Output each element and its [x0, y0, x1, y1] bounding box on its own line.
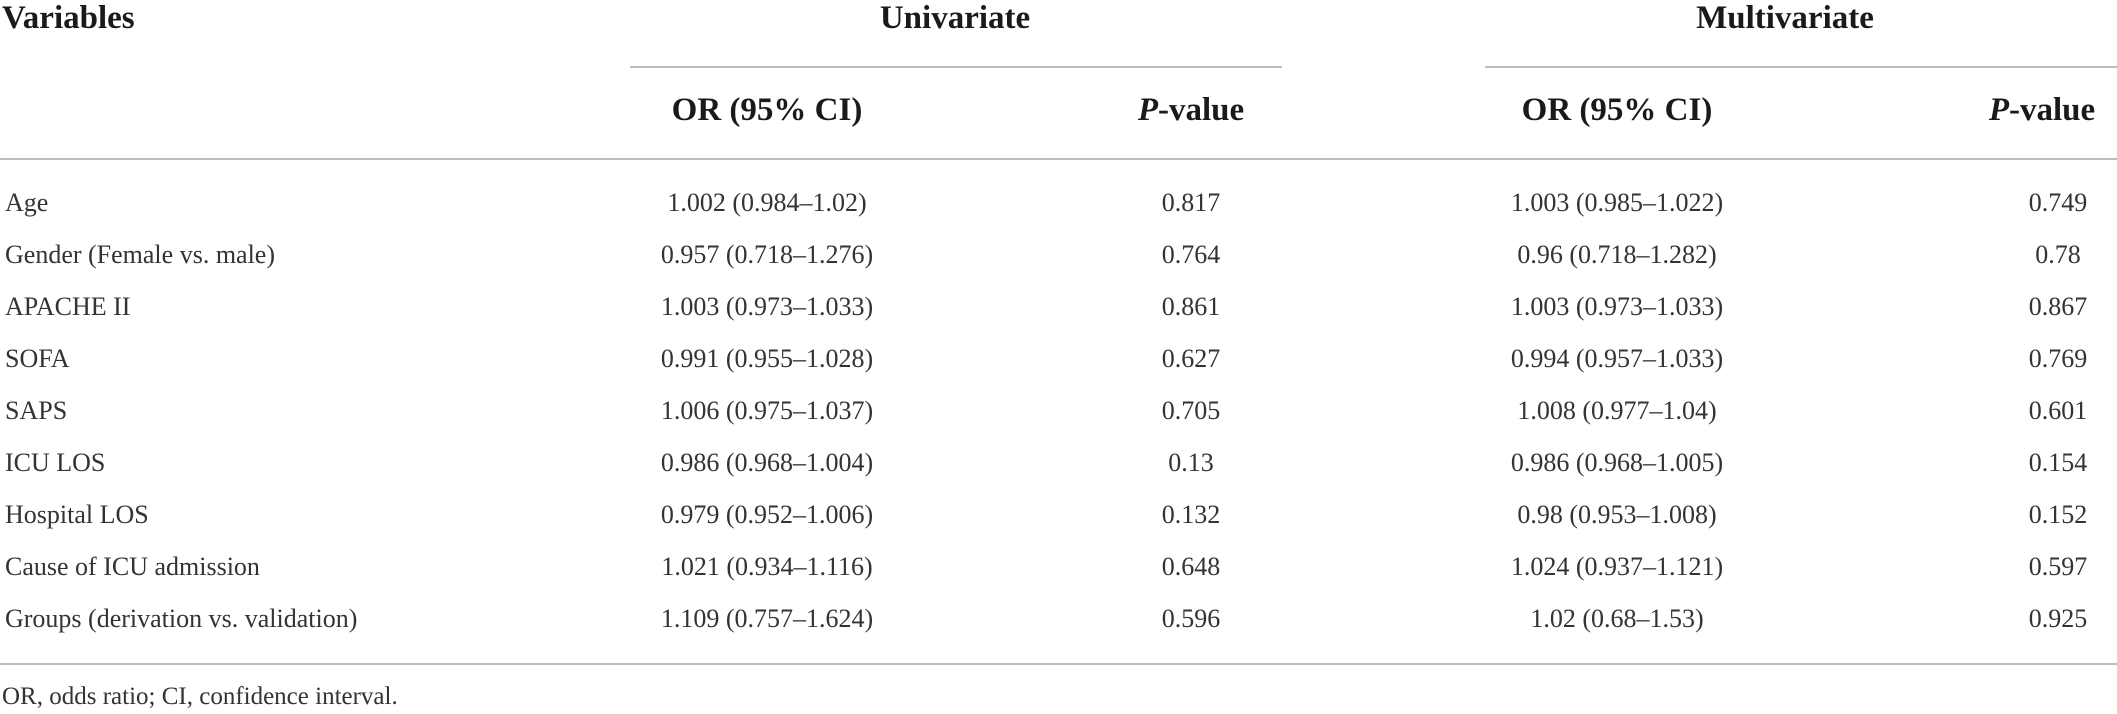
row-multi-p: 0.601: [2028, 396, 2088, 425]
row-uni-p: 0.596: [1161, 604, 1221, 633]
p-letter: P: [1137, 92, 1158, 128]
header-variables: Variables: [2, 0, 135, 36]
row-multi-p: 0.78: [2035, 240, 2081, 269]
row-variable: ICU LOS: [5, 448, 106, 477]
row-multi-or: 1.024 (0.937–1.121): [1510, 552, 1724, 581]
row-uni-or: 1.002 (0.984–1.02): [667, 188, 867, 217]
row-variable: SOFA: [5, 344, 70, 373]
p-suffix: -value: [2009, 92, 2096, 128]
row-uni-or: 0.957 (0.718–1.276): [660, 240, 874, 269]
row-multi-p: 0.769: [2028, 344, 2088, 373]
row-multi-p: 0.925: [2028, 604, 2088, 633]
p-suffix: -value: [1158, 92, 1245, 128]
row-uni-or: 0.991 (0.955–1.028): [660, 344, 874, 373]
header-multivariate: Multivariate: [1696, 0, 1874, 36]
header-uni-or-ci: OR (95% CI): [671, 92, 863, 128]
p-letter: P: [1988, 92, 2009, 128]
row-multi-or: 1.02 (0.68–1.53): [1530, 604, 1704, 633]
row-uni-p: 0.627: [1161, 344, 1221, 373]
row-uni-p: 0.705: [1161, 396, 1221, 425]
row-multi-or: 0.986 (0.968–1.005): [1510, 448, 1724, 477]
row-uni-or: 1.109 (0.757–1.624): [660, 604, 874, 633]
row-variable: APACHE II: [5, 292, 131, 321]
row-variable: Gender (Female vs. male): [5, 240, 276, 269]
row-uni-p: 0.132: [1161, 500, 1221, 529]
header-bottom-rule: [0, 158, 2117, 160]
row-multi-or: 0.96 (0.718–1.282): [1517, 240, 1717, 269]
row-variable: Age: [5, 188, 49, 217]
row-variable: SAPS: [5, 396, 68, 425]
header-uni-p-value: P-value: [1138, 92, 1244, 129]
univariate-underline: [630, 66, 1282, 68]
row-uni-p: 0.648: [1161, 552, 1221, 581]
row-multi-or: 1.003 (0.985–1.022): [1510, 188, 1724, 217]
row-uni-p: 0.13: [1168, 448, 1214, 477]
row-variable: Hospital LOS: [5, 500, 149, 529]
row-variable: Cause of ICU admission: [5, 552, 260, 581]
table-footnote: OR, odds ratio; CI, confidence interval.: [2, 683, 398, 710]
table-bottom-rule: [0, 663, 2117, 665]
row-multi-or: 0.98 (0.953–1.008): [1517, 500, 1717, 529]
row-multi-p: 0.749: [2028, 188, 2088, 217]
row-uni-p: 0.861: [1161, 292, 1221, 321]
row-uni-p: 0.764: [1161, 240, 1221, 269]
multivariate-underline: [1485, 66, 2117, 68]
row-multi-p: 0.154: [2028, 448, 2088, 477]
row-uni-p: 0.817: [1161, 188, 1221, 217]
header-univariate: Univariate: [879, 0, 1031, 36]
row-uni-or: 1.006 (0.975–1.037): [660, 396, 874, 425]
row-multi-p: 0.867: [2028, 292, 2088, 321]
row-uni-or: 0.979 (0.952–1.006): [660, 500, 874, 529]
header-multi-p-value: P-value: [1989, 92, 2095, 129]
row-uni-or: 1.003 (0.973–1.033): [660, 292, 874, 321]
row-multi-or: 0.994 (0.957–1.033): [1510, 344, 1724, 373]
row-multi-or: 1.008 (0.977–1.04): [1517, 396, 1717, 425]
header-multi-or-ci: OR (95% CI): [1521, 92, 1713, 128]
row-uni-or: 1.021 (0.934–1.116): [661, 552, 873, 581]
row-multi-p: 0.597: [2028, 552, 2088, 581]
row-uni-or: 0.986 (0.968–1.004): [660, 448, 874, 477]
row-multi-or: 1.003 (0.973–1.033): [1510, 292, 1724, 321]
row-variable: Groups (derivation vs. validation): [5, 604, 358, 633]
row-multi-p: 0.152: [2028, 500, 2088, 529]
